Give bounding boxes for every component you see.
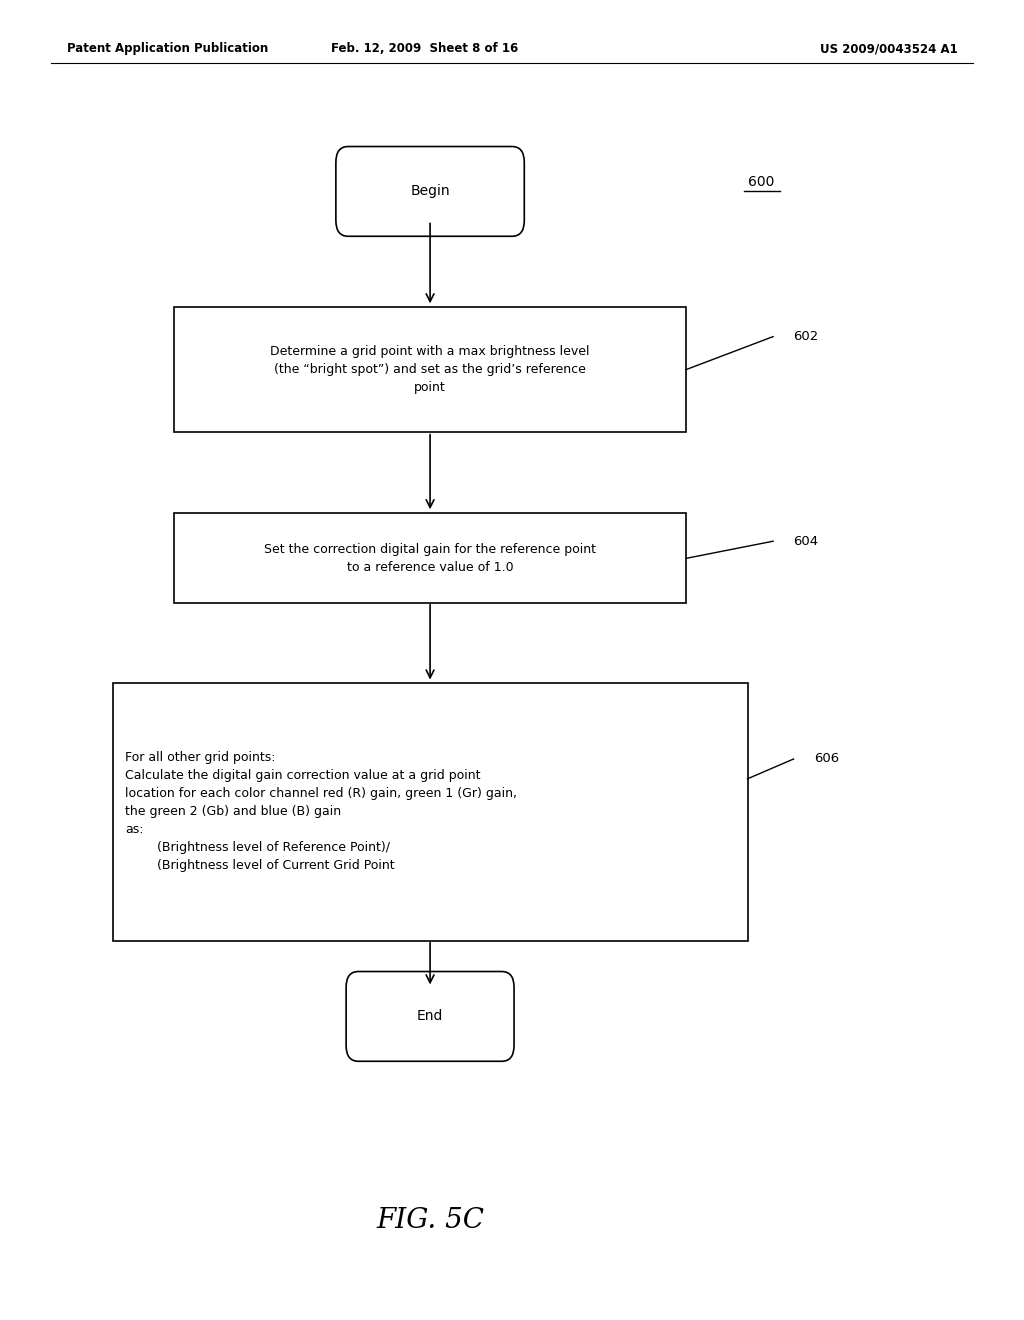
Text: End: End [417, 1010, 443, 1023]
Text: Feb. 12, 2009  Sheet 8 of 16: Feb. 12, 2009 Sheet 8 of 16 [332, 42, 518, 55]
Text: For all other grid points:
Calculate the digital gain correction value at a grid: For all other grid points: Calculate the… [125, 751, 517, 873]
Bar [174, 513, 686, 603]
Bar [113, 684, 748, 940]
Text: US 2009/0043524 A1: US 2009/0043524 A1 [819, 42, 957, 55]
Text: Begin: Begin [411, 185, 450, 198]
Bar [174, 308, 686, 433]
Text: 604: 604 [794, 535, 819, 548]
Text: Determine a grid point with a max brightness level
(the “bright spot”) and set a: Determine a grid point with a max bright… [270, 345, 590, 395]
FancyBboxPatch shape [346, 972, 514, 1061]
Text: 606: 606 [814, 752, 840, 766]
Text: 602: 602 [794, 330, 819, 343]
FancyBboxPatch shape [336, 147, 524, 236]
Text: Patent Application Publication: Patent Application Publication [67, 42, 268, 55]
Text: 600: 600 [748, 176, 774, 189]
Text: FIG. 5C: FIG. 5C [376, 1208, 484, 1234]
Text: Set the correction digital gain for the reference point
to a reference value of : Set the correction digital gain for the … [264, 543, 596, 574]
